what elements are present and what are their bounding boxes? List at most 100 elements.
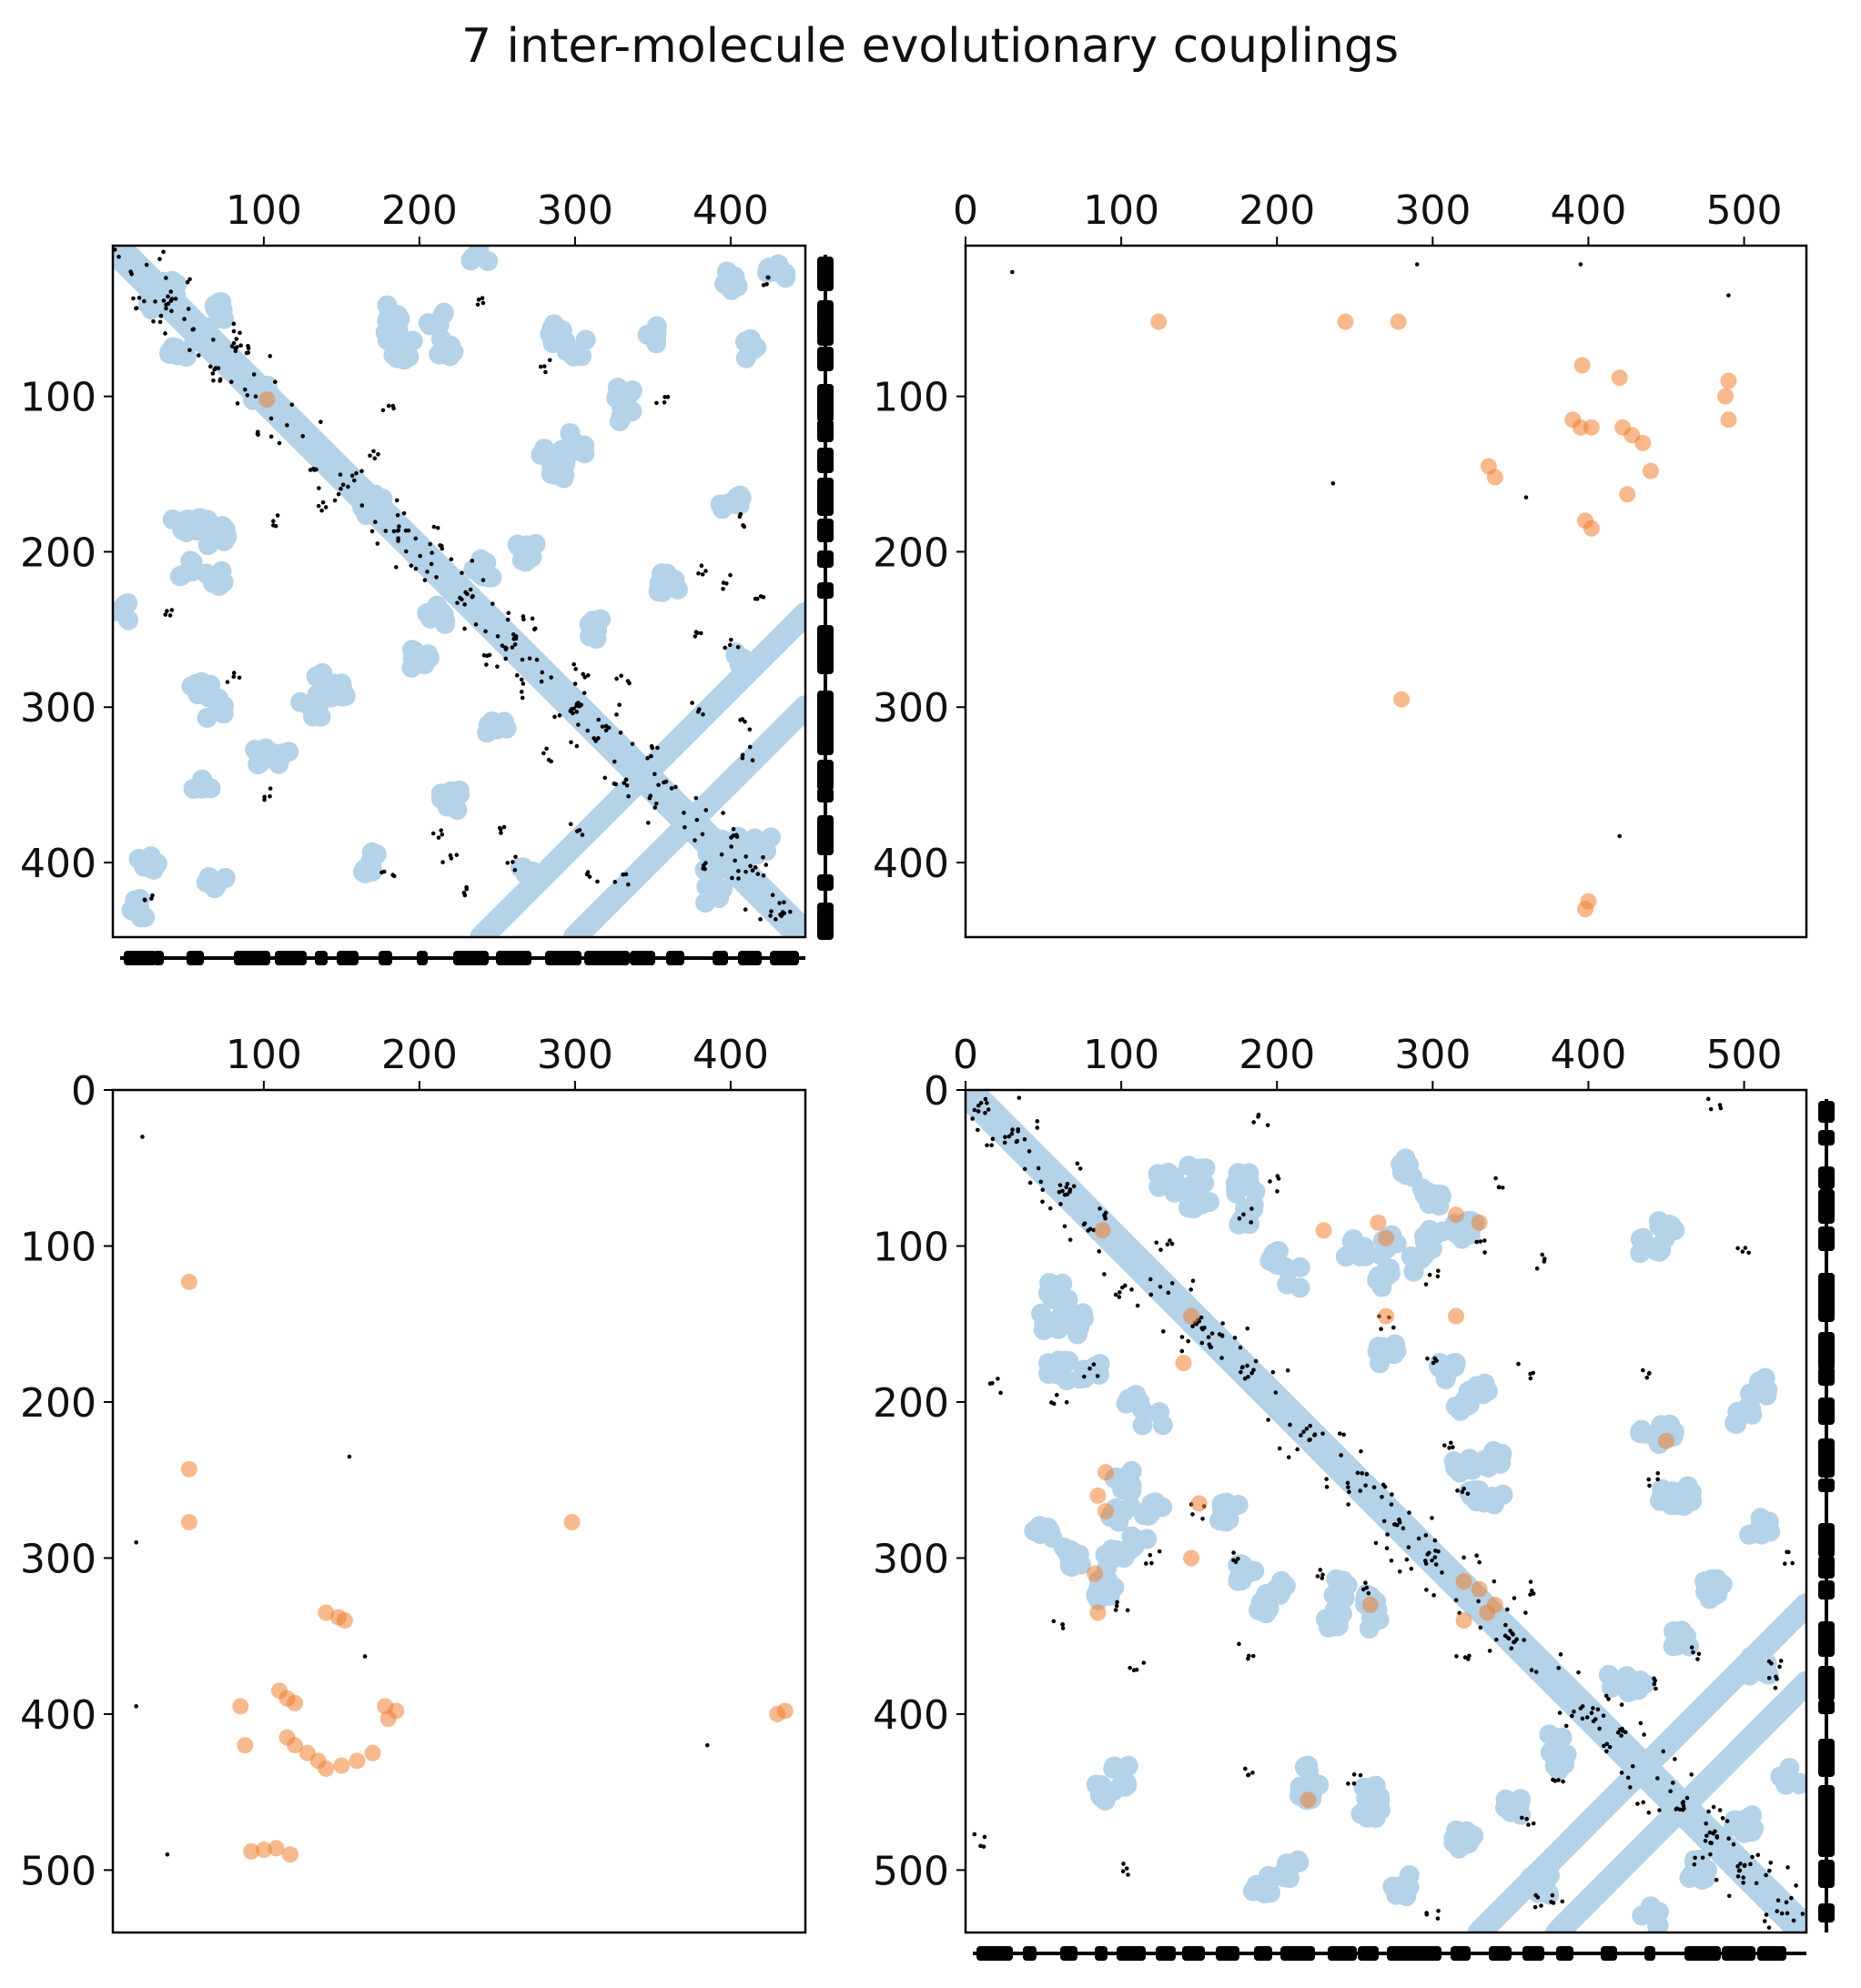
ec-diagonal-point [630, 742, 635, 746]
ec-diagonal-point [1148, 1292, 1154, 1297]
ec-point [699, 563, 704, 569]
contact-point-mirror [1462, 1459, 1483, 1480]
ec-point-mirror [511, 860, 515, 864]
y-tick-label: 300 [20, 685, 96, 732]
ec-point [1237, 1641, 1241, 1647]
contact-point [477, 722, 498, 742]
ec-diagonal-point [748, 863, 753, 869]
inter-ec-point [1658, 1432, 1674, 1449]
contact-point [1290, 1256, 1310, 1277]
ec-point [649, 753, 653, 759]
plot-frame [111, 244, 807, 939]
ec-point-mirror [652, 805, 658, 810]
ss-helix [1757, 1946, 1786, 1961]
ec-point [1742, 1863, 1747, 1869]
x-tick-label: 100 [226, 187, 302, 234]
ec-point [645, 756, 650, 761]
ec-diagonal-point [1423, 1533, 1429, 1538]
contact-point-mirror [1492, 1484, 1513, 1505]
ec-diagonal-point [773, 917, 778, 922]
inter-ec-point [1089, 1487, 1107, 1504]
panel-bottom-right: 0 100 200 300 400 500 0 100 200 300 400 500 [873, 1032, 1835, 1961]
inter-ec-point [180, 1514, 197, 1531]
ec-point-mirror [1460, 1489, 1465, 1495]
contact-point-mirror [1095, 1544, 1116, 1565]
ec-diagonal-point [1253, 1358, 1259, 1364]
ec-point [346, 484, 350, 489]
ec-point [403, 528, 409, 533]
contact-point [1341, 1230, 1362, 1251]
ec-point [704, 1742, 710, 1748]
contact-diagonal-band [966, 1090, 1138, 1262]
ec-point-mirror [1524, 1816, 1529, 1821]
ec-diagonal-point [1409, 1566, 1414, 1571]
ec-diagonal-point [1775, 1898, 1781, 1903]
ss-helix [584, 951, 615, 965]
contact-point [1060, 1539, 1081, 1560]
ss-helix [1722, 1946, 1755, 1961]
ec-point-mirror [512, 642, 518, 647]
ec-point-mirror [1647, 1483, 1652, 1488]
ec-point [1190, 1512, 1195, 1517]
ec-diagonal-point [273, 379, 278, 385]
inter-ec-point [1190, 1495, 1208, 1512]
inter-ec-point [1583, 419, 1600, 436]
ec-point-mirror [1467, 1653, 1472, 1659]
ec-point [1250, 1653, 1256, 1659]
ec-point-mirror [1120, 1869, 1126, 1874]
contact-point [1365, 1775, 1386, 1796]
inter-ec-point [258, 391, 276, 409]
contact-point-mirror [478, 251, 499, 272]
ss-helix [817, 874, 834, 891]
ec-point [1060, 1626, 1066, 1630]
ec-point-mirror [349, 473, 355, 479]
ss-helix [1818, 1523, 1835, 1558]
ss-helix [1489, 1946, 1512, 1961]
inter-ec-point [1097, 1503, 1114, 1519]
y-tick-label: 400 [873, 1692, 949, 1739]
ec-point-mirror [500, 643, 505, 648]
contact-point-mirror [198, 867, 219, 888]
ec-point-mirror [1604, 1749, 1609, 1754]
ec-point [480, 300, 486, 306]
contact-diagonal-band [1106, 1230, 1355, 1480]
ec-diagonal-point [1027, 1149, 1032, 1154]
ec-diagonal-point [520, 695, 525, 701]
inter-ec-point [1183, 1307, 1200, 1325]
ec-diagonal-point [300, 434, 305, 439]
contact-point-mirror [1649, 1216, 1670, 1236]
ec-point-mirror [1436, 1908, 1441, 1913]
ec-point-mirror [1015, 1138, 1020, 1144]
ec-point-mirror [738, 511, 743, 517]
ec-diagonal-point [1628, 1785, 1633, 1790]
ec-diagonal-point [369, 529, 375, 534]
ec-point [747, 744, 753, 750]
ec-point [1560, 1899, 1565, 1904]
ec-diagonal-point [285, 423, 289, 428]
contact-point-mirror [1049, 1364, 1070, 1385]
ec-point [1330, 481, 1336, 486]
ec-point-mirror [693, 630, 699, 634]
ec-point [1528, 1592, 1532, 1597]
ec-point-mirror [1466, 1657, 1471, 1661]
ec-diagonal-point [683, 824, 687, 830]
ss-helix [1405, 1946, 1441, 1961]
ec-point [669, 786, 674, 791]
ec-point-mirror [1199, 1315, 1204, 1320]
ec-diagonal-point [401, 510, 407, 516]
contact-point-mirror [1667, 1632, 1688, 1653]
ec-point-mirror [164, 306, 168, 311]
ss-helix [1818, 1478, 1835, 1492]
ec-point [728, 637, 733, 642]
ec-diagonal-point [652, 772, 657, 777]
ec-point [347, 1454, 352, 1459]
ec-diagonal-point [428, 541, 432, 547]
ec-diagonal-point [1784, 1900, 1789, 1905]
inter-ec-point [1390, 313, 1407, 330]
ec-diagonal-point [1595, 1707, 1601, 1712]
ec-point [1268, 1179, 1272, 1184]
ec-point-mirror [621, 872, 625, 877]
ec-point-mirror [1655, 1470, 1661, 1476]
ec-point [1619, 1733, 1623, 1738]
ec-diagonal-point [618, 730, 623, 735]
